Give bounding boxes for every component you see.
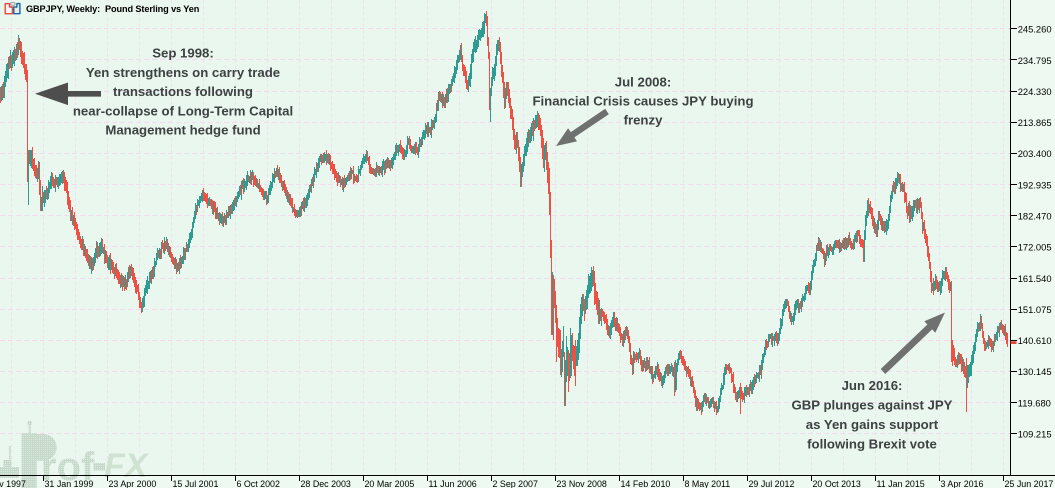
svg-text:29 Jul 2012: 29 Jul 2012 <box>749 479 795 488</box>
svg-text:frenzy: frenzy <box>624 113 664 128</box>
svg-text:Management hedge fund: Management hedge fund <box>105 123 260 138</box>
svg-text:8 May 2011: 8 May 2011 <box>685 479 731 488</box>
svg-text:109.215: 109.215 <box>1018 429 1052 440</box>
svg-text:GBP plunges against JPY: GBP plunges against JPY <box>792 397 953 412</box>
svg-text:151.075: 151.075 <box>1018 304 1052 315</box>
svg-text:14 Feb 2010: 14 Feb 2010 <box>621 479 671 488</box>
svg-text:192.935: 192.935 <box>1018 179 1052 190</box>
svg-text:9 Nov 1997: 9 Nov 1997 <box>0 479 26 488</box>
svg-text:245.260: 245.260 <box>1018 24 1052 35</box>
svg-text:following Brexit vote: following Brexit vote <box>807 437 937 452</box>
svg-text:23 Apr 2000: 23 Apr 2000 <box>109 479 157 488</box>
svg-text:Sep 1998:: Sep 1998: <box>152 46 214 61</box>
svg-text:15 Jul 2001: 15 Jul 2001 <box>173 479 219 488</box>
svg-text:31 Jan 1999: 31 Jan 1999 <box>45 479 94 488</box>
svg-text:23 Nov 2008: 23 Nov 2008 <box>557 479 607 488</box>
svg-text:6 Oct 2002: 6 Oct 2002 <box>237 479 280 488</box>
svg-text:2 Sep 2007: 2 Sep 2007 <box>493 479 538 488</box>
svg-text:11 Jun 2006: 11 Jun 2006 <box>429 479 477 488</box>
svg-text:213.865: 213.865 <box>1018 117 1052 128</box>
svg-text:203.400: 203.400 <box>1018 148 1052 159</box>
svg-text:Jun 2016:: Jun 2016: <box>842 378 903 393</box>
svg-text:172.005: 172.005 <box>1018 242 1052 253</box>
svg-text:119.680: 119.680 <box>1018 397 1051 408</box>
svg-text:GBPJPY, Weekly: Pound Sterlin: GBPJPY, Weekly: Pound Sterling vs Yen <box>26 4 200 14</box>
svg-text:near-collapse of Long-Term Cap: near-collapse of Long-Term Capital <box>73 103 293 118</box>
svg-text:11 Jan 2015: 11 Jan 2015 <box>877 479 925 488</box>
svg-text:Jul 2008:: Jul 2008: <box>615 75 671 90</box>
svg-text:140.610: 140.610 <box>1018 335 1052 346</box>
svg-text:182.470: 182.470 <box>1018 211 1052 222</box>
svg-text:Financial Crisis causes JPY bu: Financial Crisis causes JPY buying <box>532 94 753 109</box>
svg-text:Yen strengthens on carry trade: Yen strengthens on carry trade <box>86 65 280 80</box>
svg-text:130.145: 130.145 <box>1018 366 1052 377</box>
svg-text:FX: FX <box>104 447 150 485</box>
svg-text:25 Jun 2017: 25 Jun 2017 <box>1005 479 1054 488</box>
svg-text:rof: rof <box>41 445 95 488</box>
svg-text:transactions following: transactions following <box>113 84 253 99</box>
svg-text:as Yen gains support: as Yen gains support <box>806 417 939 432</box>
svg-text:20 Oct 2013: 20 Oct 2013 <box>813 479 861 488</box>
svg-text:224.330: 224.330 <box>1018 86 1052 97</box>
svg-text:28 Dec 2003: 28 Dec 2003 <box>301 479 351 488</box>
svg-text:20 Mar 2005: 20 Mar 2005 <box>365 479 415 488</box>
svg-text:3 Apr 2016: 3 Apr 2016 <box>941 479 984 488</box>
svg-text:234.795: 234.795 <box>1018 55 1052 66</box>
svg-text:161.540: 161.540 <box>1018 273 1052 284</box>
